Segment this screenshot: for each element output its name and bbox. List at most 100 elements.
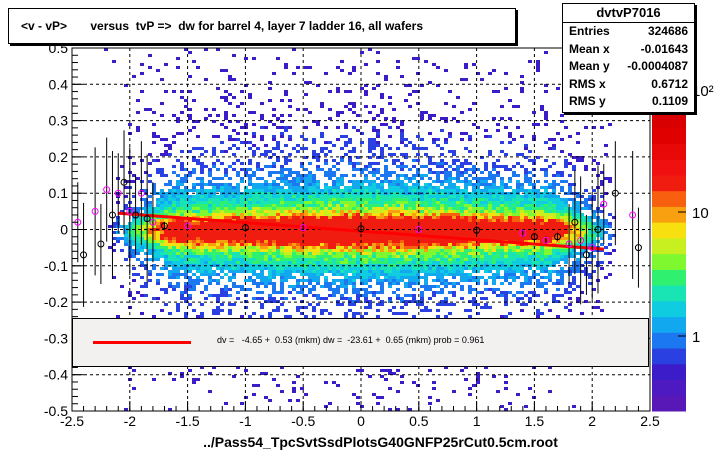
colorbar-tick-label: 1: [692, 329, 700, 346]
x-tick-label: -1.5: [176, 413, 200, 429]
profile-point: [577, 236, 585, 244]
stats-row-rms-y: RMS y 0.1109: [563, 93, 694, 111]
profile-point: [299, 224, 307, 232]
profile-point: [473, 226, 481, 234]
x-tick-label: 2: [588, 413, 596, 429]
profile-point: [126, 207, 134, 215]
x-tick-label: 0.5: [409, 413, 429, 429]
fit-legend-text: dv = -4.65 + 0.53 (mkm) dw = -23.61 + 0.…: [217, 335, 485, 345]
colorbar-segment: [652, 143, 686, 160]
y-tick-label: -0.2: [44, 294, 68, 310]
x-tick-label: 0: [357, 413, 365, 429]
stats-value: 0.6712: [651, 76, 688, 91]
profile-point: [143, 215, 151, 223]
profile-point: [611, 189, 619, 197]
stats-label: Entries: [569, 24, 610, 38]
profile-point: [542, 236, 550, 244]
profile-point: [554, 233, 562, 241]
profile-point: [132, 211, 140, 219]
colorbar-segment: [652, 348, 686, 365]
profile-point: [97, 240, 105, 248]
profile-point: [600, 200, 608, 208]
y-tick-label: -0.5: [44, 403, 68, 419]
colorbar-segment: [652, 174, 686, 192]
colorbar-segment: [652, 379, 686, 396]
profile-point: [519, 229, 527, 237]
y-tick-label: 0.2: [49, 149, 69, 165]
profile-point: [530, 233, 538, 241]
colorbar-segment: [652, 395, 686, 412]
profile-point: [357, 225, 365, 233]
colorbar-segment: [652, 269, 686, 286]
x-tick-label: -2: [124, 413, 137, 429]
colorbar-segment: [652, 190, 686, 207]
profile-point: [137, 189, 145, 197]
profile-point: [103, 186, 111, 194]
profile-point: [241, 224, 249, 232]
y-tick-label: -0.4: [44, 367, 68, 383]
profile-point: [629, 211, 637, 219]
x-tick-label: -0.5: [291, 413, 315, 429]
profile-point: [588, 244, 596, 252]
y-tick-label: -0.1: [44, 258, 68, 274]
stats-row-mean-x: Mean x -0.01643: [563, 41, 694, 59]
x-tick-label: 1: [473, 413, 481, 429]
stats-value: 324686: [647, 24, 688, 38]
colorbar-segment: [652, 332, 686, 349]
colorbar-segment: [652, 253, 686, 270]
stats-row-mean-y: Mean y -0.0004087: [563, 58, 694, 76]
y-tick-label: 0.1: [49, 185, 69, 201]
stats-label: RMS x: [569, 76, 606, 91]
colorbar-segment: [652, 300, 686, 318]
x-tick-label: -1: [239, 413, 252, 429]
plot-title: <v - vP> versus tvP => dw for barrel 4, …: [8, 8, 516, 44]
colorbar-segment: [652, 222, 686, 239]
profile-point: [80, 251, 88, 259]
colorbar-segment: [652, 316, 686, 333]
stats-box: dvtvP7016 Entries 324686 Mean x -0.01643 M…: [562, 3, 695, 113]
fit-legend-line: [93, 341, 191, 344]
x-tick-label: 2.5: [640, 413, 660, 429]
profile-point: [160, 222, 168, 230]
colorbar-segment: [652, 285, 686, 302]
profile-point: [565, 240, 573, 248]
colorbar-segment: [652, 363, 686, 381]
colorbar-segment: [652, 237, 686, 255]
fit-legend: dv = -4.65 + 0.53 (mkm) dw = -23.61 + 0.…: [72, 318, 649, 367]
colorbar-segment: [652, 127, 686, 144]
y-tick-label: 0.4: [49, 76, 69, 92]
y-tick-label: 0.3: [49, 113, 69, 129]
x-tick-label: -2.5: [60, 413, 84, 429]
stats-row-rms-x: RMS x 0.6712: [563, 76, 694, 94]
colorbar-tick-label: 10²: [692, 83, 714, 100]
stats-value: -0.0004087: [627, 59, 688, 73]
colorbar-segment: [652, 159, 686, 176]
y-tick-label: 0.5: [49, 40, 69, 56]
profile-point: [571, 218, 579, 226]
stats-label: RMS y: [569, 94, 606, 108]
stats-label: Mean x: [569, 41, 610, 56]
profile-point: [184, 222, 192, 230]
profile-point: [415, 226, 423, 233]
profile-point: [114, 189, 122, 197]
stats-name: dvtvP7016: [563, 4, 694, 23]
colorbar-segment: [652, 206, 686, 223]
profile-point: [91, 207, 99, 215]
profile-point: [634, 244, 642, 252]
y-tick-label: -0.3: [44, 330, 68, 346]
stats-value: -0.01643: [640, 41, 688, 56]
stats-label: Mean y: [569, 59, 610, 73]
profile-point: [594, 226, 602, 233]
profile-point: [149, 218, 157, 226]
x-axis-title: ../Pass54_TpcSvtSsdPlotsG40GNFP25rCut0.5…: [203, 434, 558, 450]
profile-point: [582, 251, 590, 259]
stats-value: 0.1109: [651, 94, 688, 108]
profile-point: [120, 178, 128, 186]
stats-row-entries: Entries 324686: [563, 23, 694, 41]
profile-point: [108, 211, 116, 219]
y-tick-label: 0: [60, 222, 68, 238]
x-tick-label: 1.5: [525, 413, 545, 429]
colorbar-tick-label: 10: [692, 205, 709, 222]
colorbar-segment: [652, 112, 686, 129]
